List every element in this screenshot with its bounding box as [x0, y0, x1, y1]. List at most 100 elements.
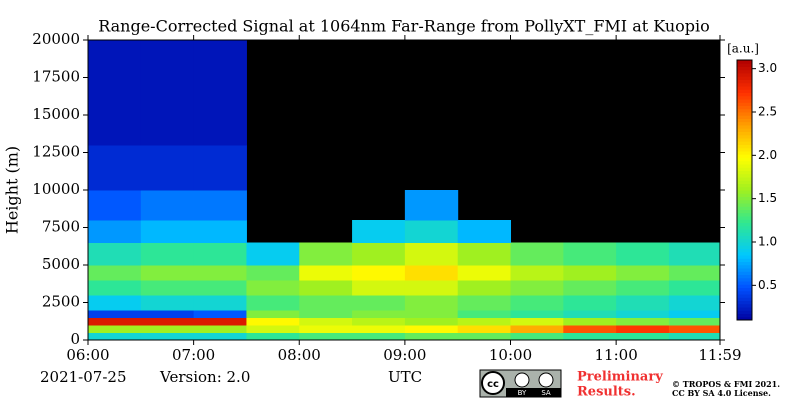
heatmap-cell — [299, 317, 353, 326]
heatmap-cell — [616, 280, 670, 296]
x-tick-label: 09:00 — [383, 346, 426, 364]
heatmap-cell — [352, 265, 406, 281]
colorbar-step — [737, 261, 752, 266]
heatmap-cell — [457, 280, 512, 296]
heatmap-cell — [140, 295, 195, 311]
x-tick-label: 10:00 — [489, 346, 532, 364]
heatmap-cell — [140, 332, 195, 341]
colorbar-frame — [736, 59, 753, 321]
colorbar-step — [737, 151, 752, 155]
colorbar-step — [737, 121, 752, 126]
heatmap-cell — [616, 310, 670, 318]
colorbar-step — [737, 157, 752, 162]
colorbar-step — [737, 251, 752, 256]
heatmap-cell — [563, 265, 617, 281]
colorbar-step — [737, 66, 752, 71]
colorbar-step — [737, 134, 752, 139]
colorbar-step — [737, 160, 752, 165]
colorbar-step — [737, 277, 752, 282]
colorbar-step — [737, 154, 752, 158]
y-tick-label: 0 — [70, 330, 80, 348]
date: 2021-07-25 — [40, 368, 126, 386]
heatmap-cell — [457, 220, 512, 243]
logo-sa-circle — [538, 372, 554, 388]
heatmap-cell — [140, 92, 195, 146]
heatmap-cell — [510, 317, 564, 326]
y-tick-label: 12500 — [32, 143, 80, 161]
colorbar-step — [737, 248, 752, 253]
heatmap-cell — [88, 190, 142, 221]
heatmap-cell — [668, 295, 721, 311]
colorbar-tick-label: 0.5 — [758, 278, 777, 292]
heatmap-cell — [193, 220, 247, 243]
colorbar-step — [737, 193, 752, 197]
heatmap-cell — [140, 280, 195, 296]
colorbar-step — [737, 125, 752, 129]
colorbar-step — [737, 99, 752, 103]
heatmap-cell — [88, 145, 142, 191]
heatmap-cell — [457, 325, 512, 333]
heatmap-cell — [404, 310, 459, 318]
heatmap-cell — [352, 332, 406, 341]
heatmap-cell — [140, 40, 195, 93]
colorbar-step — [737, 118, 752, 123]
colorbar-step — [737, 147, 752, 152]
heatmap-cell — [88, 332, 142, 341]
heatmap-cell — [668, 242, 721, 266]
colorbar-step — [737, 222, 752, 227]
heatmap-cell — [616, 242, 670, 266]
y-tick-label: 20000 — [32, 30, 80, 48]
colorbar-step — [737, 209, 752, 214]
colorbar-step — [737, 89, 752, 93]
heatmap-cell — [299, 332, 353, 341]
x-tick-label: 11:59 — [698, 346, 741, 364]
heatmap-cell — [404, 265, 459, 281]
heatmap-cell — [88, 265, 142, 281]
colorbar-step — [737, 112, 752, 116]
heatmap-cell — [457, 332, 512, 341]
heatmap-cell — [457, 265, 512, 281]
copyright-line: CC BY SA 4.0 License. — [672, 388, 771, 398]
version: Version: 2.0 — [159, 368, 250, 386]
colorbar-tick-label: 3.0 — [758, 61, 777, 75]
heatmap-cell — [404, 325, 459, 333]
y-tick-label: 5000 — [42, 255, 80, 273]
heatmap-cell — [616, 325, 670, 333]
heatmap-cell — [193, 265, 247, 281]
colorbar-step — [737, 69, 752, 74]
heatmap-cell — [352, 317, 406, 326]
heatmap-cell — [668, 317, 721, 326]
heatmap-cell — [193, 295, 247, 311]
colorbar-step — [737, 102, 752, 106]
heatmap-cell — [193, 242, 247, 266]
heatmap-cell — [352, 280, 406, 296]
heatmap-cell — [193, 145, 247, 191]
logo-band — [506, 388, 561, 397]
colorbar-step — [737, 316, 752, 321]
heatmap-cell — [352, 310, 406, 318]
heatmap-cell — [668, 325, 721, 333]
colorbar-step — [737, 190, 752, 194]
colorbar-step — [737, 229, 752, 233]
colorbar-step — [737, 206, 752, 210]
heatmap-cell — [88, 310, 142, 318]
heatmap-cell — [457, 317, 512, 326]
heatmap-cell — [88, 317, 142, 326]
heatmap-cell — [510, 265, 564, 281]
colorbar-step — [737, 284, 752, 288]
heatmap-cell — [193, 310, 247, 318]
colorbar-step — [737, 108, 752, 113]
heatmap-cell — [246, 317, 300, 326]
heatmap-cell — [510, 310, 564, 318]
y-axis-label: Height (m) — [3, 146, 22, 234]
y-tick-label: 7500 — [42, 218, 80, 236]
heatmap-cell — [140, 265, 195, 281]
heatmap-cell — [510, 242, 564, 266]
heatmap-cell — [88, 295, 142, 311]
heatmap-cell — [404, 190, 459, 221]
colorbar-step — [737, 128, 752, 132]
colorbar-step — [737, 300, 752, 305]
heatmap-cell — [88, 40, 142, 93]
heatmap-cell — [510, 280, 564, 296]
colorbar-step — [737, 105, 752, 110]
